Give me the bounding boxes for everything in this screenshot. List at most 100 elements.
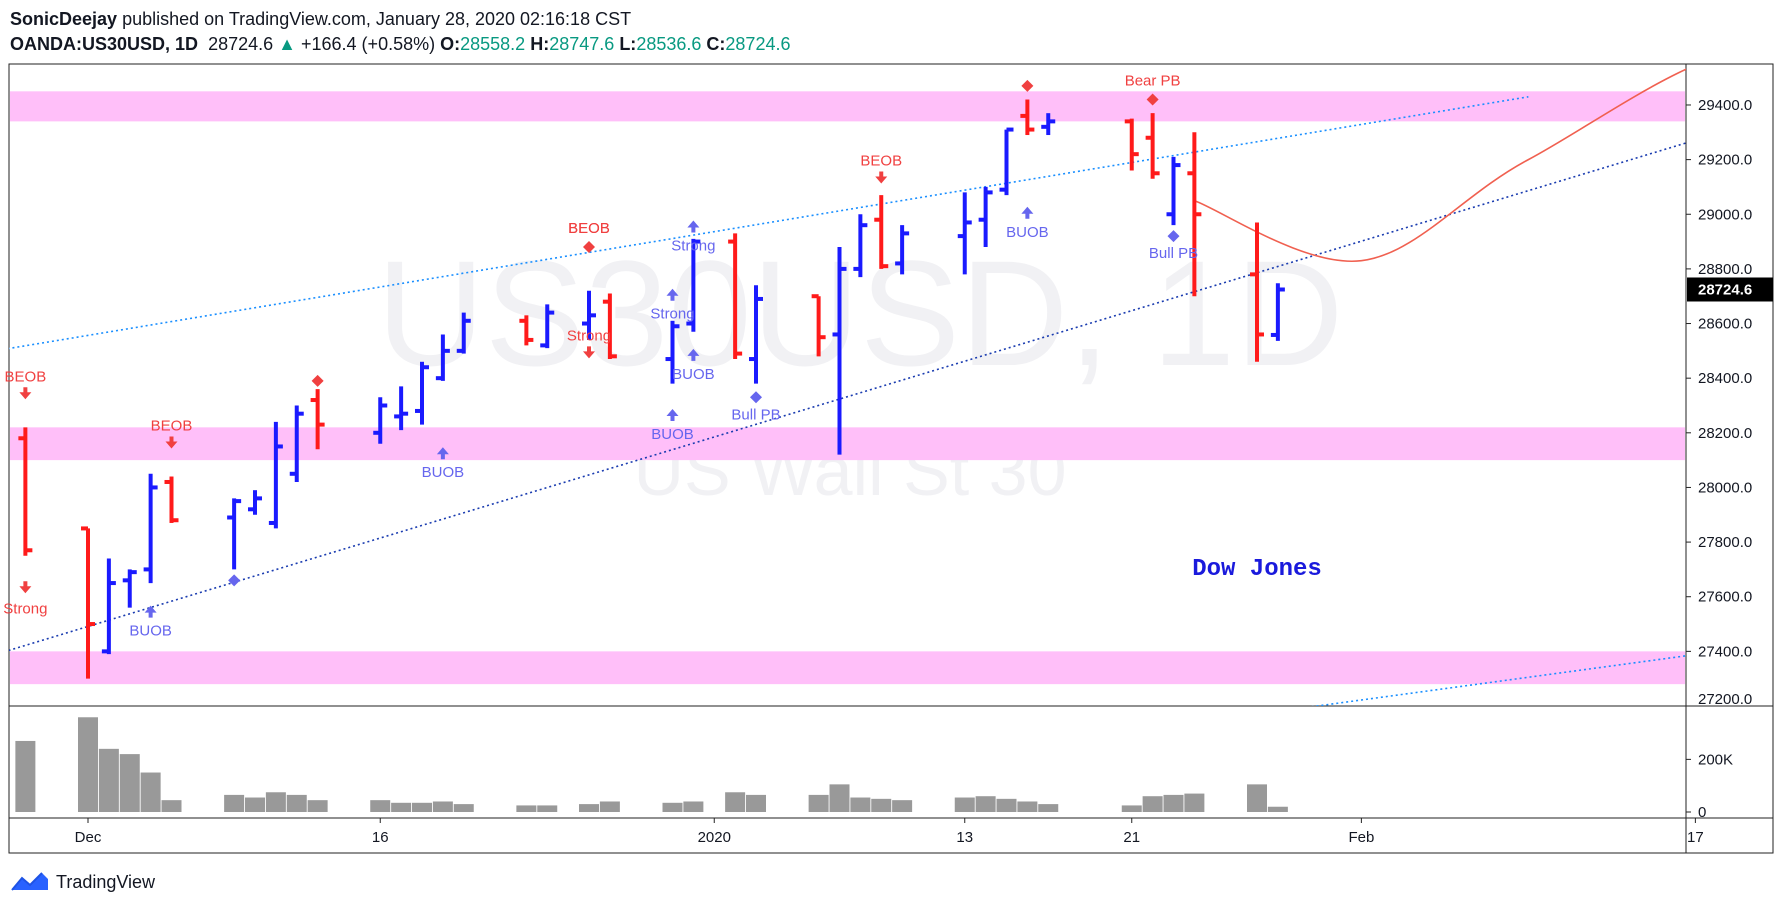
annotation-text: Bear PB xyxy=(1125,73,1181,90)
annotation-text: BEOB xyxy=(151,417,193,434)
time-tick-label: 13 xyxy=(956,829,973,846)
ohlc-bar xyxy=(289,405,304,482)
ohlc-bar xyxy=(1187,132,1202,297)
volume-bar xyxy=(15,740,36,812)
ohlc-bar xyxy=(1041,113,1056,136)
pattern-label: BUOB xyxy=(422,447,465,481)
volume-bar xyxy=(892,800,913,812)
ohlc-bar xyxy=(248,490,262,515)
volume-bar xyxy=(265,792,286,812)
time-tick-label: Feb xyxy=(1348,829,1374,846)
volume-bar xyxy=(307,800,328,812)
ohlc-bar xyxy=(122,569,137,608)
pattern-label: BUOB xyxy=(672,348,715,383)
low-value: 28536.6 xyxy=(636,34,702,54)
volume-bars xyxy=(15,717,1288,812)
ohlc-bar xyxy=(81,526,95,679)
annotation-text: BUOB xyxy=(422,464,465,481)
ohlc-bar xyxy=(268,421,283,529)
time-axis[interactable]: Dec1620201321Feb17Mar16 xyxy=(75,818,1782,846)
volume-bar xyxy=(808,794,829,812)
annotation-text: BUOB xyxy=(672,366,715,383)
ohlc-bar xyxy=(602,293,617,360)
ohlc-bar xyxy=(665,320,680,384)
ohlc-bar xyxy=(1020,99,1035,136)
pattern-annotations: BEOB Strong BEOB BUOB BUOB BEOB BEOB Strong Stro… xyxy=(3,73,1322,640)
publish-line: SonicDeejay published on TradingView.com… xyxy=(10,6,790,32)
arrow-up-icon xyxy=(436,447,449,460)
arrow-down-icon xyxy=(165,436,178,449)
chart-frame xyxy=(8,63,1774,854)
annotation-text: BUOB xyxy=(1006,224,1049,241)
annotation-text: BEOB xyxy=(568,220,610,237)
volume-bar xyxy=(161,800,182,812)
trend-lines[interactable] xyxy=(0,50,1782,714)
pattern-label: BEOB xyxy=(151,417,193,449)
volume-bar xyxy=(1184,793,1205,812)
ohlc-bar xyxy=(749,285,763,384)
channel-line-0 xyxy=(9,95,1529,350)
close-label: C: xyxy=(706,34,726,54)
pattern-label: Bull PB xyxy=(1149,230,1198,262)
ohlc-bar xyxy=(811,294,826,357)
footer-brand[interactable]: TradingView xyxy=(56,871,156,892)
volume-bar xyxy=(1267,806,1288,812)
dow-jones-label: Dow Jones xyxy=(1192,556,1322,583)
diamond-marker-icon xyxy=(228,574,241,587)
ohlc-bar xyxy=(1250,222,1264,362)
arrow-up-icon xyxy=(1021,206,1034,219)
volume-bar xyxy=(954,797,975,812)
annotation-text: BEOB xyxy=(860,152,902,169)
ohlc-bar xyxy=(874,195,889,269)
ohlc-bar xyxy=(1270,283,1285,341)
supply-demand-zones xyxy=(10,91,1685,685)
volume-bar xyxy=(1017,801,1038,812)
volume-bar xyxy=(1121,805,1142,812)
zone-1 xyxy=(10,427,1685,461)
footer: TradingView xyxy=(10,870,155,894)
time-tick-label: Dec xyxy=(75,829,102,846)
volume-bar xyxy=(98,748,119,812)
price-tick-label: 28200.0 xyxy=(1698,425,1752,442)
arrow-down-icon xyxy=(19,581,32,594)
zone-0 xyxy=(10,91,1685,122)
pattern-label: BUOB xyxy=(651,408,694,443)
volume-bar xyxy=(662,802,683,812)
time-tick-label: 17 xyxy=(1687,829,1704,846)
ohlc-bar xyxy=(18,427,33,556)
publish-info: published on TradingView.com, January 28… xyxy=(122,9,632,29)
pattern-label xyxy=(1021,79,1034,92)
arrow-down-icon xyxy=(875,171,888,184)
price-bars xyxy=(18,99,1285,679)
pattern-label: Strong xyxy=(650,288,695,323)
ohlc-bar xyxy=(978,186,993,248)
arrow-up-icon xyxy=(666,408,679,421)
volume-tick-label: 0 xyxy=(1698,804,1706,821)
price-axis[interactable]: 29400.0 29200.0 29000.0 28800.0 28600.0 28400… xyxy=(1686,97,1752,708)
diamond-marker-icon xyxy=(1021,79,1034,92)
open-label: O: xyxy=(440,34,461,54)
volume-bar xyxy=(432,801,453,812)
pattern-label: BEOB xyxy=(5,368,46,400)
volume-bar xyxy=(516,805,537,812)
open-value: 28558.2 xyxy=(460,34,526,54)
ohlc-bar xyxy=(686,238,701,332)
author-name[interactable]: SonicDeejay xyxy=(10,9,118,29)
annotation-text: Strong xyxy=(3,600,47,617)
tradingview-logo-icon[interactable] xyxy=(10,870,50,894)
symbol-label: OANDA:US30USD, 1D xyxy=(10,34,199,54)
high-label: H: xyxy=(530,34,550,54)
annotation-text: Bull PB xyxy=(731,406,780,423)
pattern-label: Bear PB xyxy=(1125,73,1181,106)
price-change: +166.4 (+0.58%) xyxy=(301,34,436,54)
ohlc-bar xyxy=(415,361,429,425)
change-arrow-icon: ▲ xyxy=(278,34,296,54)
chart-header: SonicDeejay published on TradingView.com… xyxy=(10,6,790,56)
ohlc-bar xyxy=(456,312,471,354)
price-tick-label: 28400.0 xyxy=(1698,370,1752,387)
volume-bar xyxy=(746,794,766,812)
diamond-marker-icon xyxy=(311,374,324,387)
annotation-text: BUOB xyxy=(651,426,694,443)
ohlc-bar xyxy=(540,304,555,349)
